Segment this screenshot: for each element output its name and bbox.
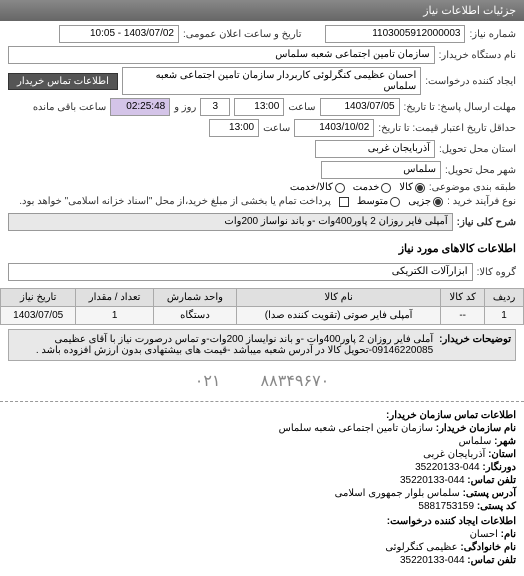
contact-phone-label: تلفن تماس: [467, 475, 516, 486]
radio-icon [381, 183, 391, 193]
radio-both-label: کالا/خدمت [290, 182, 333, 193]
process-note: پرداخت تمام یا بخشی از مبلغ خرید،از محل … [19, 196, 331, 207]
radio-service-label: خدمت [353, 182, 380, 193]
radio-goods[interactable]: کالا [399, 182, 425, 193]
contact2-phone-label: تلفن تماس: [467, 555, 516, 566]
contact-province-value: آذربایجان غربی [423, 449, 485, 460]
desc-text: آملی فایر روزان 2 پاور400وات -و باند نوا… [13, 334, 433, 356]
postal-code-label: کد پستی: [477, 501, 516, 512]
table-header-cell: واحد شمارش [153, 289, 236, 307]
radio-medium-label: متوسط [357, 196, 388, 207]
table-header-cell: تعداد / مقدار [76, 289, 153, 307]
group-field: ابزارآلات الکتریکی [8, 263, 473, 281]
deadline-date-field: 1403/07/05 [320, 98, 400, 116]
days-label: روز و [174, 102, 196, 113]
contact2-phone-value: 044-35220133 [400, 555, 465, 566]
remaining-label: ساعت باقی مانده [33, 102, 106, 113]
announce-date-field: 1403/07/02 - 10:05 [59, 25, 179, 43]
province-label: استان محل تحویل: [439, 144, 516, 155]
announce-date-label: تاریخ و ساعت اعلان عمومی: [183, 29, 302, 40]
table-cell: 1 [485, 307, 524, 325]
lastname-value: عظیمی کنگرلوئی [385, 542, 457, 553]
process-label: نوع فرآیند خرید : [447, 196, 516, 207]
days-count-field: 3 [200, 98, 230, 116]
radio-goods-label: کالا [399, 182, 413, 193]
fax-label: دورنگار: [482, 462, 516, 473]
name-value: احسان [470, 529, 498, 540]
postal-addr-value: سلماس بلوار جمهوری اسلامی [335, 488, 460, 499]
creator-label: ایجاد کننده درخواست: [425, 76, 516, 87]
org-name-label: نام سازمان خریدار: [436, 423, 516, 434]
deadline-time-field: 13:00 [234, 98, 284, 116]
validity-date-field: 1403/10/02 [294, 119, 374, 137]
radio-icon [390, 197, 400, 207]
validity-label: حداقل تاریخ اعتبار قیمت: تا تاریخ: [378, 123, 516, 134]
table-cell: 1 [76, 307, 153, 325]
table-cell: دستگاه [153, 307, 236, 325]
items-section-title: اطلاعات کالاهای مورد نیاز [0, 238, 524, 259]
category-label: طبقه بندی موضوعی: [429, 182, 516, 193]
creator-field: احسان عظیمی کنگرلوئی کاربردار سازمان تام… [122, 67, 421, 95]
contact-phone-value: 044-35220133 [400, 475, 465, 486]
need-desc-label: شرح کلی نیاز: [457, 217, 516, 228]
radio-minor[interactable]: جزیی [408, 196, 443, 207]
remaining-time-field: 02:25:48 [110, 98, 170, 116]
radio-both[interactable]: کالا/خدمت [290, 182, 345, 193]
deadline-label: مهلت ارسال پاسخ: تا تاریخ: [404, 102, 516, 113]
contact-city-label: شهر: [494, 436, 516, 447]
org-name-value: سازمان تامین اجتماعی شعبه سلماس [279, 423, 433, 434]
validity-time-field: 13:00 [209, 119, 259, 137]
phone-right: ۰۲۱ [195, 371, 221, 391]
items-table: ردیفکد کالانام کالاواحد شمارشتعداد / مقد… [0, 288, 524, 325]
contact-province-label: استان: [488, 449, 516, 460]
phone-banner: ۸۸۳۴۹۶۷۰ ۰۲۱ [0, 365, 524, 397]
checkbox-treasury[interactable] [339, 197, 349, 207]
page-header: جزئیات اطلاعات نیاز [0, 0, 524, 21]
table-header-cell: ردیف [485, 289, 524, 307]
city-field: سلماس [321, 161, 441, 179]
city-label: شهر محل تحویل: [445, 165, 516, 176]
time-label-1: ساعت [288, 102, 315, 113]
buyer-contact-button[interactable]: اطلاعات تماس خریدار [8, 73, 118, 90]
contact-section2-title: اطلاعات ایجاد کننده درخواست: [387, 516, 516, 527]
phone-left: ۸۸۳۴۹۶۷۰ [261, 371, 330, 391]
postal-addr-label: آدرس پستی: [463, 488, 516, 499]
request-no-label: شماره نیاز: [469, 29, 516, 40]
province-field: آذربایجان غربی [315, 140, 435, 158]
contact-city-value: سلماس [459, 436, 492, 447]
radio-icon [415, 183, 425, 193]
radio-medium[interactable]: متوسط [357, 196, 400, 207]
table-header-cell: نام کالا [237, 289, 441, 307]
table-header-cell: تاریخ نیاز [1, 289, 76, 307]
buyer-org-label: نام دستگاه خریدار: [439, 50, 516, 61]
lastname-label: نام خانوادگی: [460, 542, 516, 553]
radio-minor-label: جزیی [408, 196, 431, 207]
need-desc-field: آمپلی فایر روزان 2 پاور400وات -و باند نو… [8, 213, 453, 231]
group-label: گروه کالا: [477, 267, 516, 278]
radio-service[interactable]: خدمت [353, 182, 392, 193]
request-no-field: 1103005912000003 [325, 25, 465, 43]
table-cell: -- [441, 307, 485, 325]
radio-icon [433, 197, 443, 207]
buyer-org-field: سازمان تامین اجتماعی شعبه سلماس [8, 46, 435, 64]
desc-label: توضیحات خریدار: [439, 334, 511, 356]
radio-icon [335, 183, 345, 193]
table-cell: آمپلی فایر صوتی (تقویت کننده صدا) [237, 307, 441, 325]
table-row: 1--آمپلی فایر صوتی (تقویت کننده صدا)دستگ… [1, 307, 524, 325]
postal-code-value: 5881753159 [418, 501, 474, 512]
table-cell: 1403/07/05 [1, 307, 76, 325]
contact-section1-title: اطلاعات تماس سازمان خریدار: [386, 410, 516, 421]
name-label: نام: [501, 529, 516, 540]
fax-value: 044-35220133 [415, 462, 480, 473]
table-header-cell: کد کالا [441, 289, 485, 307]
time-label-2: ساعت [263, 123, 290, 134]
